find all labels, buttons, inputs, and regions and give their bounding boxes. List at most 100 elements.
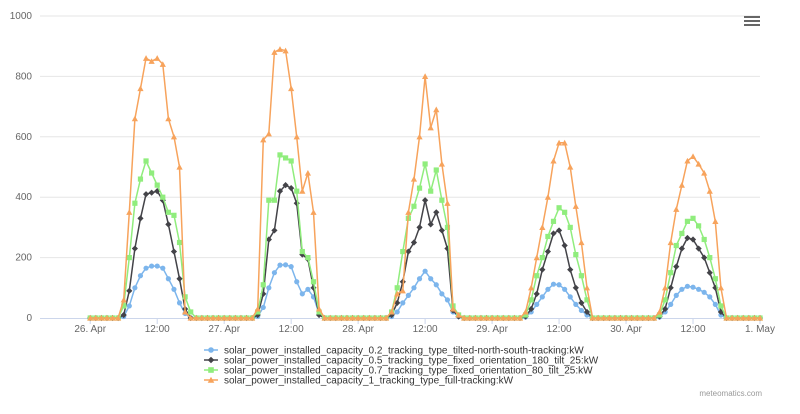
- data-point[interactable]: [266, 197, 272, 203]
- data-point[interactable]: [137, 176, 144, 182]
- data-point[interactable]: [277, 152, 283, 158]
- data-point[interactable]: [433, 167, 439, 173]
- data-point[interactable]: [522, 312, 529, 318]
- data-point[interactable]: [288, 85, 295, 92]
- data-point[interactable]: [416, 276, 423, 282]
- data-point[interactable]: [299, 188, 306, 194]
- data-point[interactable]: [160, 194, 166, 200]
- data-point[interactable]: [550, 157, 557, 164]
- data-point[interactable]: [428, 188, 434, 194]
- legend-marker[interactable]: [208, 347, 214, 353]
- data-point[interactable]: [321, 314, 328, 321]
- data-point[interactable]: [427, 221, 434, 228]
- data-point[interactable]: [701, 236, 707, 243]
- data-point[interactable]: [673, 242, 679, 249]
- data-point[interactable]: [148, 58, 155, 64]
- data-point[interactable]: [360, 314, 367, 321]
- data-point[interactable]: [712, 301, 718, 308]
- data-point[interactable]: [701, 289, 707, 295]
- data-point[interactable]: [668, 301, 674, 308]
- data-point[interactable]: [288, 264, 294, 270]
- data-point[interactable]: [400, 248, 406, 255]
- data-point[interactable]: [416, 185, 423, 191]
- data-point[interactable]: [260, 290, 267, 297]
- series-line-4[interactable]: [90, 48, 760, 319]
- data-point[interactable]: [294, 188, 300, 194]
- data-point[interactable]: [572, 284, 579, 291]
- data-point[interactable]: [187, 314, 194, 321]
- data-point[interactable]: [410, 239, 418, 246]
- data-point[interactable]: [355, 314, 362, 321]
- data-point[interactable]: [226, 314, 233, 321]
- data-point[interactable]: [121, 303, 127, 309]
- data-point[interactable]: [176, 275, 183, 282]
- data-point[interactable]: [176, 239, 183, 246]
- data-point[interactable]: [662, 284, 669, 291]
- data-point[interactable]: [366, 314, 373, 321]
- data-point[interactable]: [539, 266, 546, 273]
- data-point[interactable]: [131, 115, 138, 122]
- data-point[interactable]: [455, 311, 462, 318]
- data-point[interactable]: [673, 263, 680, 270]
- data-point[interactable]: [584, 297, 590, 303]
- data-point[interactable]: [717, 284, 725, 291]
- data-point[interactable]: [304, 169, 312, 176]
- data-point[interactable]: [422, 197, 429, 204]
- data-point[interactable]: [684, 283, 691, 289]
- data-point[interactable]: [528, 284, 535, 291]
- data-point[interactable]: [148, 189, 155, 196]
- data-point[interactable]: [260, 304, 266, 311]
- data-point[interactable]: [422, 268, 428, 274]
- data-point[interactable]: [639, 314, 646, 321]
- data-point[interactable]: [422, 161, 428, 167]
- data-point[interactable]: [701, 169, 708, 176]
- data-point[interactable]: [578, 239, 585, 246]
- legend-item[interactable]: solar_power_installed_capacity_0.5_track…: [204, 356, 599, 367]
- data-point[interactable]: [712, 218, 719, 224]
- data-point[interactable]: [561, 242, 568, 249]
- data-point[interactable]: [142, 55, 150, 61]
- data-point[interactable]: [299, 291, 305, 297]
- legend-marker[interactable]: [208, 367, 214, 373]
- data-point[interactable]: [343, 314, 351, 321]
- data-point[interactable]: [288, 158, 294, 164]
- data-point[interactable]: [271, 227, 278, 234]
- data-point[interactable]: [668, 270, 674, 276]
- data-point[interactable]: [562, 286, 568, 292]
- data-point[interactable]: [533, 254, 540, 261]
- data-point[interactable]: [137, 273, 144, 279]
- data-point[interactable]: [528, 305, 535, 313]
- data-point[interactable]: [556, 205, 562, 211]
- data-point[interactable]: [394, 285, 400, 291]
- data-point[interactable]: [265, 130, 272, 137]
- data-point[interactable]: [171, 286, 177, 292]
- data-point[interactable]: [689, 236, 697, 243]
- data-point[interactable]: [444, 200, 451, 206]
- data-point[interactable]: [170, 248, 178, 255]
- data-point[interactable]: [165, 276, 171, 282]
- data-point[interactable]: [550, 218, 557, 224]
- data-point[interactable]: [706, 188, 713, 194]
- data-point[interactable]: [109, 314, 116, 321]
- data-point[interactable]: [477, 314, 485, 321]
- data-point[interactable]: [266, 285, 272, 291]
- data-point[interactable]: [511, 314, 518, 321]
- data-point[interactable]: [583, 284, 591, 291]
- data-point[interactable]: [188, 309, 194, 315]
- data-point[interactable]: [282, 182, 289, 189]
- data-point[interactable]: [740, 314, 747, 321]
- data-point[interactable]: [734, 314, 741, 321]
- data-point[interactable]: [394, 290, 401, 297]
- data-point[interactable]: [400, 300, 406, 306]
- data-point[interactable]: [394, 299, 401, 306]
- data-point[interactable]: [310, 279, 317, 285]
- data-point[interactable]: [662, 305, 669, 313]
- data-point[interactable]: [255, 309, 261, 315]
- data-point[interactable]: [165, 115, 172, 122]
- data-point[interactable]: [679, 230, 685, 237]
- data-point[interactable]: [439, 197, 445, 203]
- data-point[interactable]: [204, 314, 211, 321]
- data-point[interactable]: [115, 314, 122, 321]
- series-line-2[interactable]: [90, 184, 760, 319]
- data-point[interactable]: [606, 314, 613, 321]
